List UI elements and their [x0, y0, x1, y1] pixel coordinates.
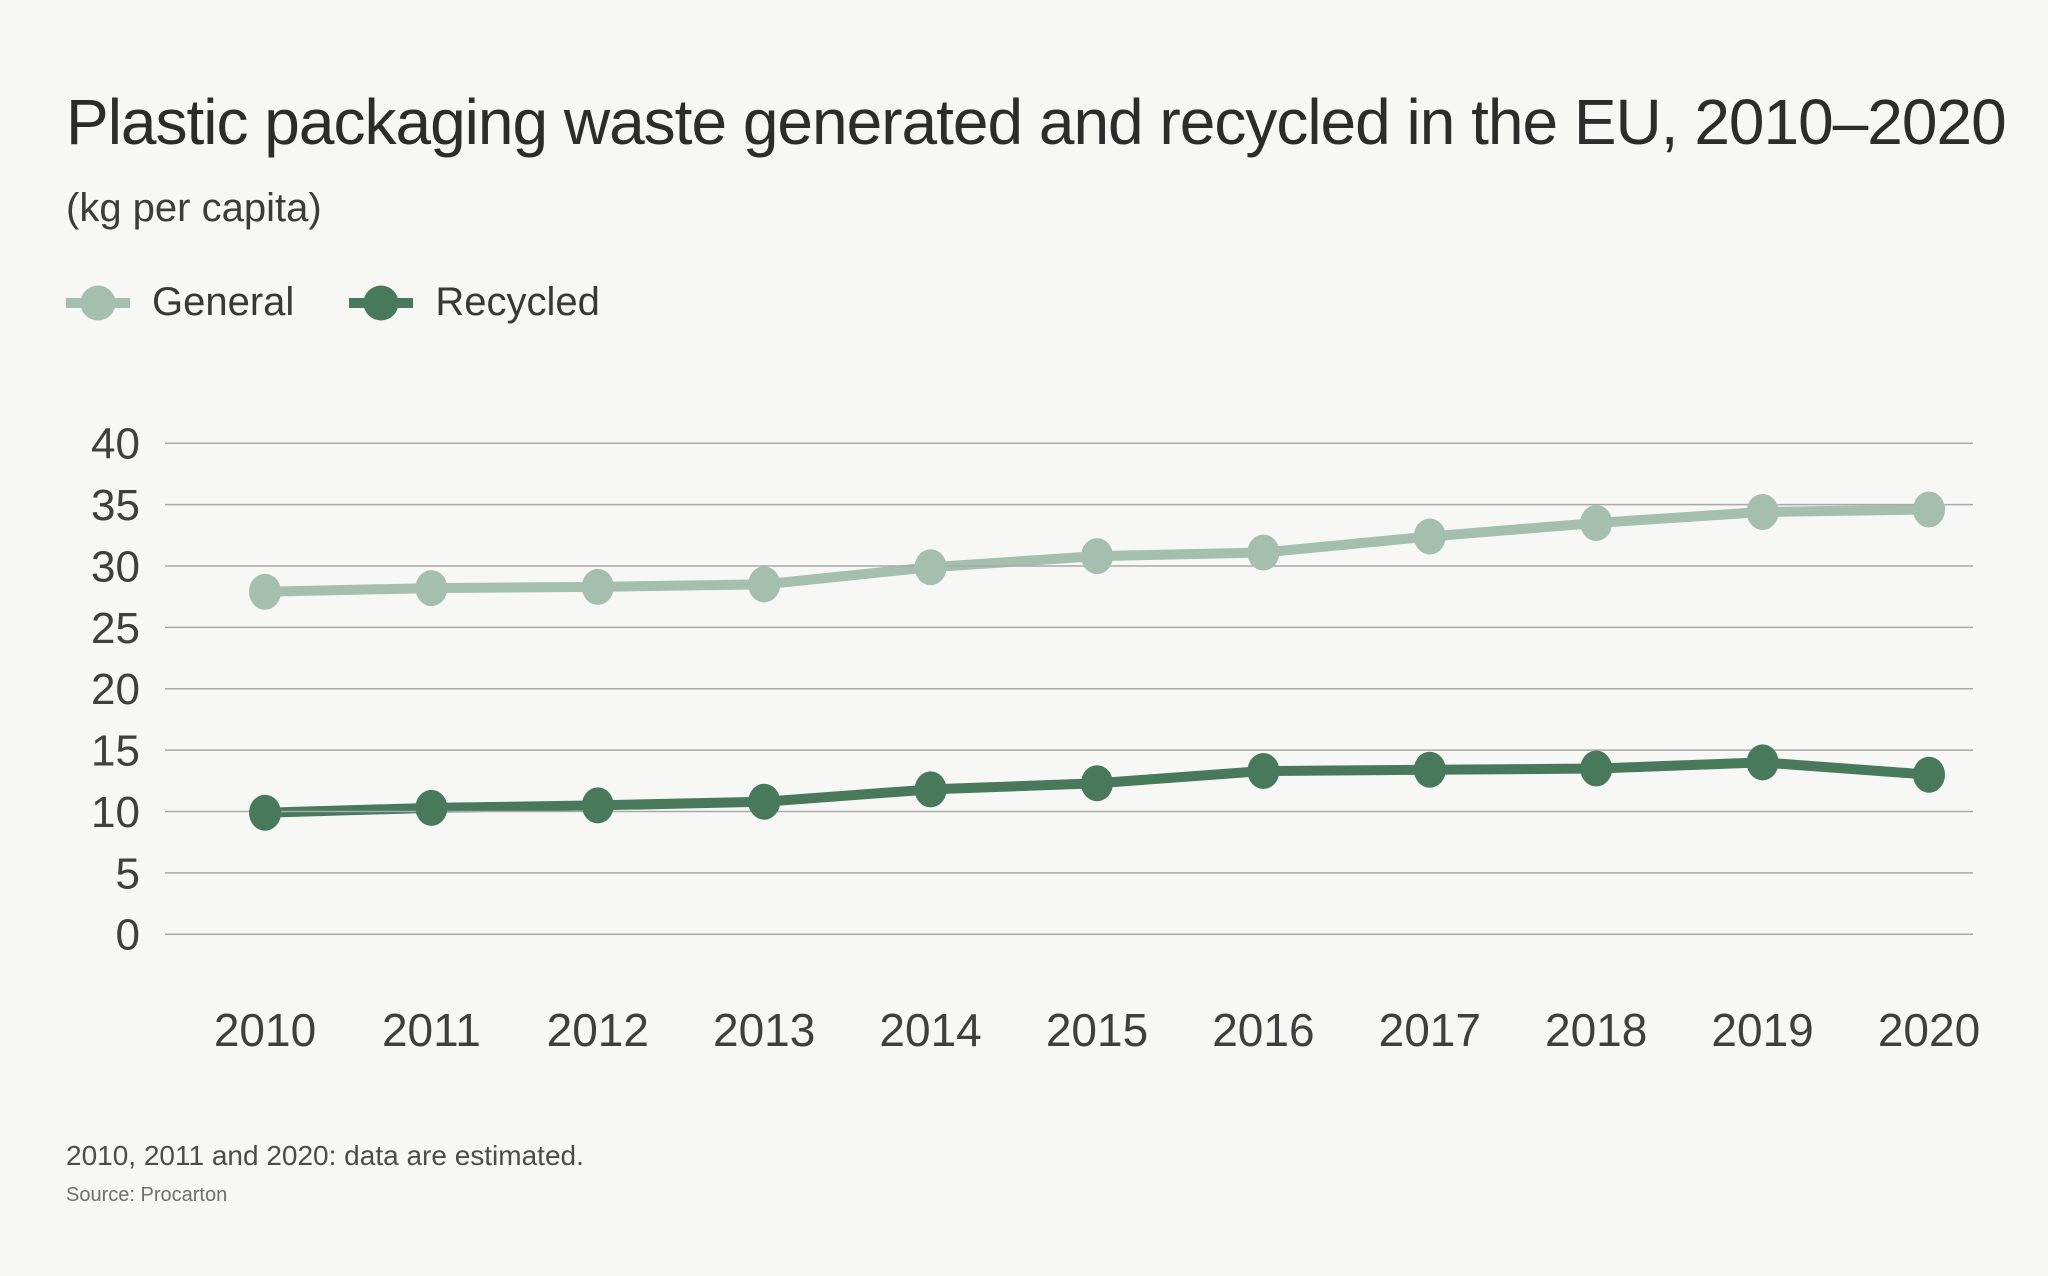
data-point-general-2012	[581, 568, 614, 605]
y-axis-label-0: 0	[116, 911, 140, 960]
data-point-general-2016	[1247, 534, 1280, 571]
y-axis-label-40: 40	[91, 420, 140, 469]
data-point-general-2017	[1413, 518, 1446, 555]
legend-item-general[interactable]: General	[66, 280, 294, 325]
legend-item-recycled[interactable]: Recycled	[349, 280, 600, 325]
footnote-source: Source: Procarton	[66, 1184, 228, 1206]
data-point-general-2015	[1081, 538, 1113, 575]
x-axis-label-2010: 2010	[214, 1004, 316, 1056]
chart-subtitle: (kg per capita)	[66, 186, 322, 230]
data-point-general-2011	[415, 570, 448, 607]
data-point-recycled-2018	[1580, 750, 1613, 787]
x-axis-label-2020: 2020	[1878, 1004, 1980, 1056]
x-axis-label-2013: 2013	[713, 1004, 815, 1056]
legend: General Recycled	[66, 280, 655, 325]
legend-marker-recycled-icon	[349, 285, 414, 320]
data-point-recycled-2011	[415, 789, 448, 826]
legend-label-general: General	[152, 280, 295, 324]
data-point-recycled-2012	[581, 787, 614, 824]
y-axis-label-35: 35	[91, 481, 140, 530]
y-axis-label-5: 5	[116, 849, 140, 898]
data-point-recycled-2020	[1913, 756, 1945, 793]
data-point-general-2014	[914, 549, 947, 586]
data-point-recycled-2010	[249, 794, 281, 831]
legend-marker-general-icon	[66, 285, 130, 320]
x-axis-label-2017: 2017	[1379, 1004, 1481, 1056]
x-axis-label-2011: 2011	[382, 1004, 481, 1056]
data-point-recycled-2015	[1081, 765, 1113, 802]
data-point-recycled-2013	[748, 783, 781, 820]
y-axis-label-25: 25	[91, 604, 140, 653]
x-axis-label-2018: 2018	[1545, 1004, 1647, 1056]
data-point-general-2019	[1746, 493, 1779, 530]
y-axis-label-15: 15	[91, 727, 140, 776]
data-point-general-2010	[249, 573, 281, 610]
x-axis-label-2016: 2016	[1212, 1004, 1314, 1056]
data-point-general-2018	[1580, 505, 1613, 542]
x-axis-label-2019: 2019	[1711, 1004, 1813, 1056]
y-axis-label-30: 30	[91, 542, 140, 591]
footnote-estimated-data: 2010, 2011 and 2020: data are estimated.	[66, 1140, 584, 1171]
data-point-recycled-2016	[1247, 753, 1280, 790]
x-axis-label-2012: 2012	[547, 1004, 649, 1056]
y-axis-label-20: 20	[91, 665, 140, 714]
data-point-recycled-2017	[1413, 751, 1446, 788]
x-axis-label-2015: 2015	[1046, 1004, 1148, 1056]
data-point-recycled-2014	[914, 771, 947, 808]
data-point-recycled-2019	[1746, 744, 1779, 781]
data-point-general-2013	[748, 566, 781, 603]
chart-title: Plastic packaging waste generated and re…	[66, 85, 2007, 158]
data-point-general-2020	[1913, 491, 1945, 528]
legend-label-recycled: Recycled	[435, 280, 600, 324]
x-axis-label-2014: 2014	[879, 1004, 981, 1056]
y-axis-label-10: 10	[91, 788, 140, 837]
